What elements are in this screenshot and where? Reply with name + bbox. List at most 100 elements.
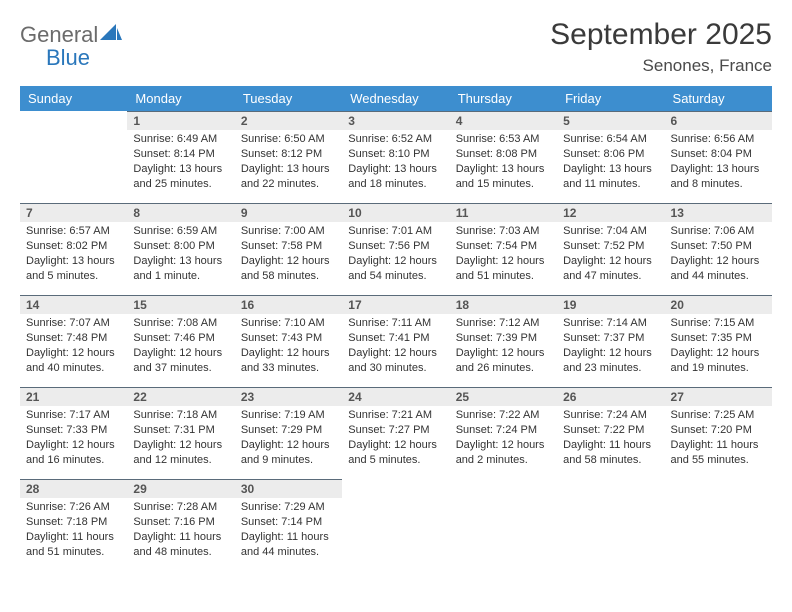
day-details: Sunrise: 6:54 AMSunset: 8:06 PMDaylight:…: [557, 130, 664, 195]
daylight-text-2: and 47 minutes.: [563, 269, 658, 284]
daylight-text-2: and 23 minutes.: [563, 361, 658, 376]
daylight-text-1: Daylight: 12 hours: [241, 438, 336, 453]
daylight-text-2: and 2 minutes.: [456, 453, 551, 468]
day-number: 30: [235, 479, 342, 498]
sunset-text: Sunset: 8:08 PM: [456, 147, 551, 162]
day-details: Sunrise: 6:57 AMSunset: 8:02 PMDaylight:…: [20, 222, 127, 287]
calendar-week-row: 28Sunrise: 7:26 AMSunset: 7:18 PMDayligh…: [20, 479, 772, 571]
sunset-text: Sunset: 7:50 PM: [671, 239, 766, 254]
calendar-empty-cell: [665, 479, 772, 571]
daylight-text-2: and 33 minutes.: [241, 361, 336, 376]
day-number: 18: [450, 295, 557, 314]
daylight-text-2: and 58 minutes.: [241, 269, 336, 284]
day-number: 3: [342, 111, 449, 130]
sunrise-text: Sunrise: 7:06 AM: [671, 224, 766, 239]
daylight-text-2: and 19 minutes.: [671, 361, 766, 376]
daylight-text-2: and 30 minutes.: [348, 361, 443, 376]
title-month: September 2025: [550, 18, 772, 52]
daylight-text-1: Daylight: 12 hours: [133, 438, 228, 453]
daylight-text-1: Daylight: 12 hours: [348, 346, 443, 361]
sunrise-text: Sunrise: 7:01 AM: [348, 224, 443, 239]
calendar-week-row: 1Sunrise: 6:49 AMSunset: 8:14 PMDaylight…: [20, 111, 772, 203]
day-details: Sunrise: 7:17 AMSunset: 7:33 PMDaylight:…: [20, 406, 127, 471]
sunset-text: Sunset: 8:10 PM: [348, 147, 443, 162]
day-details: Sunrise: 7:08 AMSunset: 7:46 PMDaylight:…: [127, 314, 234, 379]
day-number: 20: [665, 295, 772, 314]
day-details: Sunrise: 7:28 AMSunset: 7:16 PMDaylight:…: [127, 498, 234, 563]
day-details: Sunrise: 6:56 AMSunset: 8:04 PMDaylight:…: [665, 130, 772, 195]
day-number: 12: [557, 203, 664, 222]
daylight-text-1: Daylight: 13 hours: [133, 254, 228, 269]
day-details: Sunrise: 6:53 AMSunset: 8:08 PMDaylight:…: [450, 130, 557, 195]
sunrise-text: Sunrise: 7:25 AM: [671, 408, 766, 423]
day-details: Sunrise: 7:10 AMSunset: 7:43 PMDaylight:…: [235, 314, 342, 379]
sunrise-text: Sunrise: 7:11 AM: [348, 316, 443, 331]
daylight-text-2: and 12 minutes.: [133, 453, 228, 468]
sunrise-text: Sunrise: 7:28 AM: [133, 500, 228, 515]
sunset-text: Sunset: 8:12 PM: [241, 147, 336, 162]
daylight-text-1: Daylight: 12 hours: [456, 438, 551, 453]
weekday-header: Thursday: [450, 86, 557, 111]
sunset-text: Sunset: 7:33 PM: [26, 423, 121, 438]
day-number: 19: [557, 295, 664, 314]
day-number: 23: [235, 387, 342, 406]
sunset-text: Sunset: 7:35 PM: [671, 331, 766, 346]
daylight-text-2: and 51 minutes.: [26, 545, 121, 560]
daylight-text-2: and 44 minutes.: [671, 269, 766, 284]
day-details: Sunrise: 6:59 AMSunset: 8:00 PMDaylight:…: [127, 222, 234, 287]
sunset-text: Sunset: 8:04 PM: [671, 147, 766, 162]
calendar-day-cell: 29Sunrise: 7:28 AMSunset: 7:16 PMDayligh…: [127, 479, 234, 571]
daylight-text-2: and 8 minutes.: [671, 177, 766, 192]
day-details: Sunrise: 7:11 AMSunset: 7:41 PMDaylight:…: [342, 314, 449, 379]
daylight-text-1: Daylight: 13 hours: [348, 162, 443, 177]
sunrise-text: Sunrise: 6:56 AM: [671, 132, 766, 147]
calendar-day-cell: 14Sunrise: 7:07 AMSunset: 7:48 PMDayligh…: [20, 295, 127, 387]
weekday-header: Sunday: [20, 86, 127, 111]
daylight-text-2: and 40 minutes.: [26, 361, 121, 376]
title-block: September 2025 Senones, France: [550, 18, 772, 76]
daylight-text-1: Daylight: 11 hours: [241, 530, 336, 545]
sunrise-text: Sunrise: 7:08 AM: [133, 316, 228, 331]
sunrise-text: Sunrise: 7:24 AM: [563, 408, 658, 423]
sunrise-text: Sunrise: 7:10 AM: [241, 316, 336, 331]
sunrise-text: Sunrise: 6:54 AM: [563, 132, 658, 147]
calendar-empty-cell: [20, 111, 127, 203]
sunset-text: Sunset: 7:37 PM: [563, 331, 658, 346]
daylight-text-1: Daylight: 12 hours: [671, 346, 766, 361]
day-number: 7: [20, 203, 127, 222]
sunrise-text: Sunrise: 6:53 AM: [456, 132, 551, 147]
header: General Blue September 2025 Senones, Fra…: [20, 18, 772, 76]
day-details: Sunrise: 6:49 AMSunset: 8:14 PMDaylight:…: [127, 130, 234, 195]
sunset-text: Sunset: 7:41 PM: [348, 331, 443, 346]
day-details: Sunrise: 6:52 AMSunset: 8:10 PMDaylight:…: [342, 130, 449, 195]
calendar-day-cell: 16Sunrise: 7:10 AMSunset: 7:43 PMDayligh…: [235, 295, 342, 387]
calendar-day-cell: 28Sunrise: 7:26 AMSunset: 7:18 PMDayligh…: [20, 479, 127, 571]
day-number: 14: [20, 295, 127, 314]
day-details: Sunrise: 7:29 AMSunset: 7:14 PMDaylight:…: [235, 498, 342, 563]
calendar-empty-cell: [342, 479, 449, 571]
daylight-text-1: Daylight: 13 hours: [456, 162, 551, 177]
day-number: 5: [557, 111, 664, 130]
daylight-text-1: Daylight: 12 hours: [26, 346, 121, 361]
day-details: Sunrise: 7:25 AMSunset: 7:20 PMDaylight:…: [665, 406, 772, 471]
day-details: Sunrise: 7:04 AMSunset: 7:52 PMDaylight:…: [557, 222, 664, 287]
sunrise-text: Sunrise: 7:14 AM: [563, 316, 658, 331]
day-details: Sunrise: 7:22 AMSunset: 7:24 PMDaylight:…: [450, 406, 557, 471]
day-details: Sunrise: 7:14 AMSunset: 7:37 PMDaylight:…: [557, 314, 664, 379]
day-details: Sunrise: 7:24 AMSunset: 7:22 PMDaylight:…: [557, 406, 664, 471]
weekday-header: Saturday: [665, 86, 772, 111]
day-details: Sunrise: 7:06 AMSunset: 7:50 PMDaylight:…: [665, 222, 772, 287]
calendar-day-cell: 20Sunrise: 7:15 AMSunset: 7:35 PMDayligh…: [665, 295, 772, 387]
calendar-day-cell: 10Sunrise: 7:01 AMSunset: 7:56 PMDayligh…: [342, 203, 449, 295]
calendar-empty-cell: [557, 479, 664, 571]
calendar-day-cell: 22Sunrise: 7:18 AMSunset: 7:31 PMDayligh…: [127, 387, 234, 479]
sunrise-text: Sunrise: 6:52 AM: [348, 132, 443, 147]
calendar-day-cell: 9Sunrise: 7:00 AMSunset: 7:58 PMDaylight…: [235, 203, 342, 295]
daylight-text-2: and 16 minutes.: [26, 453, 121, 468]
brand-part2: Blue: [20, 45, 90, 70]
daylight-text-1: Daylight: 12 hours: [348, 438, 443, 453]
day-number: 26: [557, 387, 664, 406]
daylight-text-2: and 58 minutes.: [563, 453, 658, 468]
sunset-text: Sunset: 8:14 PM: [133, 147, 228, 162]
daylight-text-2: and 51 minutes.: [456, 269, 551, 284]
